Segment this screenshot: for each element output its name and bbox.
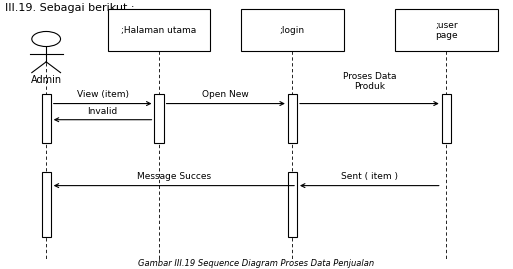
Text: Admin: Admin — [31, 75, 62, 85]
Text: III.19. Sebagai berikut :: III.19. Sebagai berikut : — [5, 3, 134, 13]
Text: ;Halaman utama: ;Halaman utama — [122, 26, 196, 35]
Text: Invalid: Invalid — [88, 107, 117, 116]
Bar — [395, 9, 498, 51]
Text: Proses Data
Produk: Proses Data Produk — [343, 72, 396, 91]
Bar — [154, 94, 164, 143]
Text: Message Succes: Message Succes — [137, 172, 211, 181]
Text: Sent ( item ): Sent ( item ) — [341, 172, 398, 181]
Bar — [288, 172, 297, 237]
Bar — [42, 172, 51, 237]
Bar — [42, 94, 51, 143]
Bar — [241, 9, 344, 51]
Bar — [288, 94, 297, 143]
Text: Open New: Open New — [202, 90, 249, 99]
Text: View (item): View (item) — [76, 90, 129, 99]
Text: ;user
page: ;user page — [435, 20, 458, 40]
Bar — [108, 9, 210, 51]
Text: ;login: ;login — [280, 26, 305, 35]
Bar — [442, 94, 451, 143]
Text: Gambar III.19 Sequence Diagram Proses Data Penjualan: Gambar III.19 Sequence Diagram Proses Da… — [139, 259, 374, 268]
